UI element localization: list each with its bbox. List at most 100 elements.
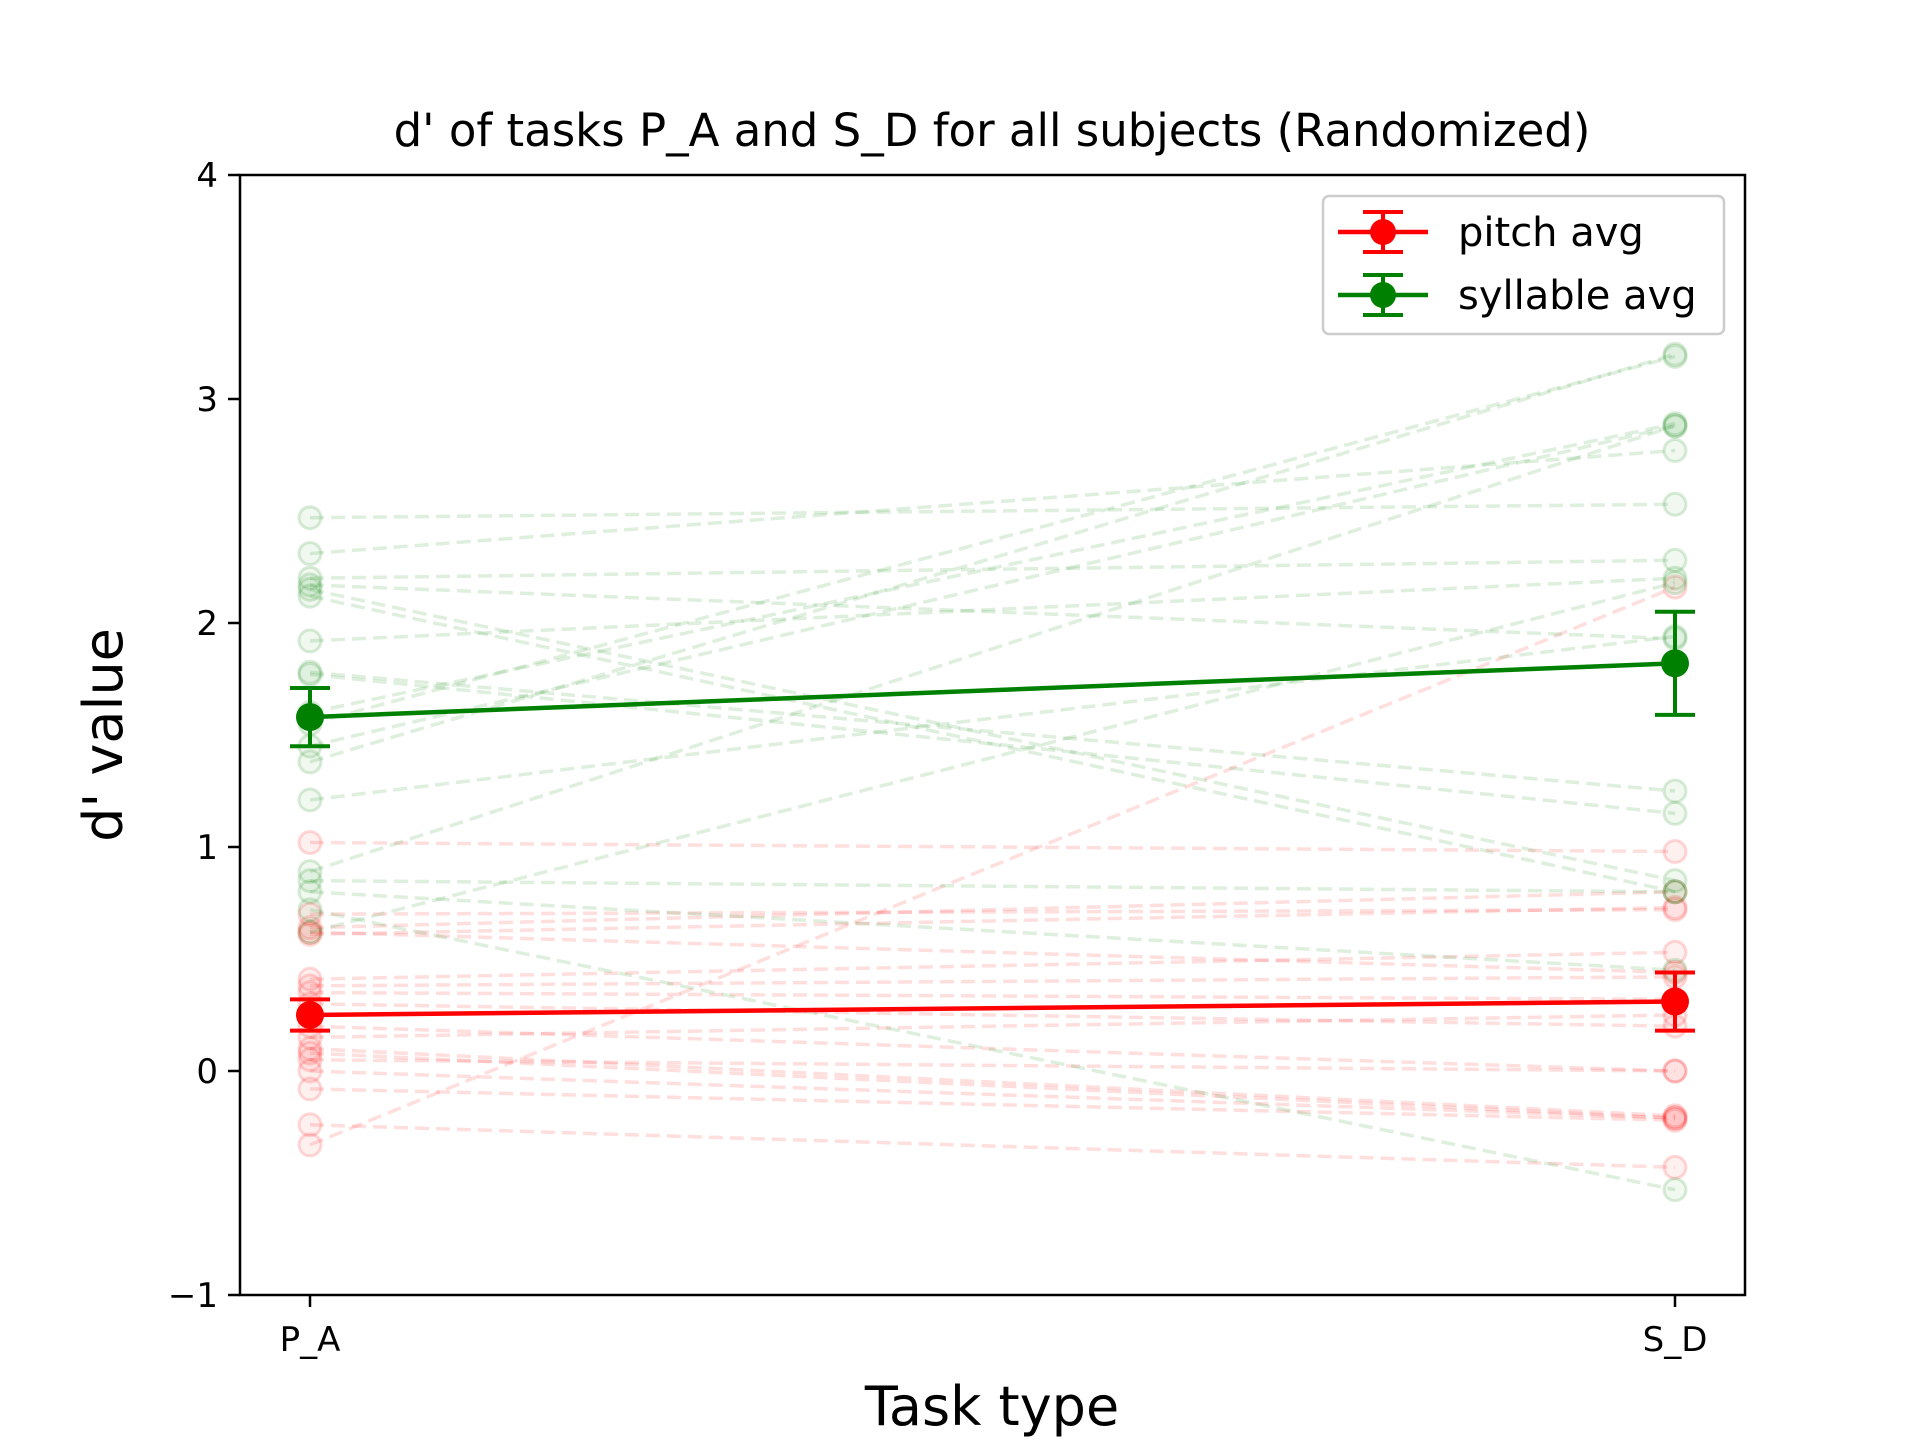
syllable-subject-line (309, 421, 1676, 715)
pitch-subject-line (309, 1046, 1676, 1118)
pitch-subject-point (297, 1058, 323, 1084)
syllable-subject-point (297, 879, 323, 905)
syllable-subject-point (297, 572, 323, 598)
syllable-subject-point (1662, 800, 1688, 826)
syllable-subject-point (297, 749, 323, 775)
pitch-subject-point (1662, 1105, 1688, 1131)
syllable-subject-point (1662, 1177, 1688, 1203)
syllable-avg-line (309, 661, 1676, 720)
pitch-subject-point (297, 901, 323, 927)
syllable-subject-point (1662, 413, 1688, 439)
pitch-subject-line (309, 1002, 1676, 1028)
pitch-subject-line (309, 1013, 1676, 1040)
pitch-subject-point (297, 1112, 323, 1138)
pitch-subject-point (1662, 939, 1688, 965)
syllable-subject-point (1662, 879, 1688, 905)
pitch-subject-line (309, 585, 1676, 1147)
syllable-subject-point (1662, 547, 1688, 573)
pitch-subject-line (309, 1051, 1676, 1120)
plot-frame (238, 173, 1747, 1297)
syllable-subject-point (1662, 438, 1688, 464)
syllable-subject-point (297, 897, 323, 923)
syllable-subject-line (309, 558, 1676, 580)
syllable-subject-line (309, 670, 1676, 793)
syllable-subject-point (297, 662, 323, 688)
pitch-subject-point (297, 1132, 323, 1158)
pitch-subject-line (309, 1087, 1676, 1123)
x-axis-label: Task type (864, 1375, 1119, 1438)
syllable-subject-line (309, 634, 1676, 802)
pitch-subject-point (297, 1047, 323, 1073)
pitch-subject-point (297, 921, 323, 947)
pitch-subject-point (297, 915, 323, 941)
pitch-subject-line (309, 930, 1676, 975)
pitch-subject-point (297, 973, 323, 999)
pitch-avg-point (1661, 987, 1689, 1016)
y-tick-label: 3 (196, 380, 218, 420)
syllable-subject-line (309, 352, 1676, 764)
pitch-subject-line (309, 1024, 1676, 1073)
syllable-subject-point (297, 565, 323, 591)
pitch-subject-point (1662, 894, 1688, 920)
syllable-subject-line (309, 424, 1676, 874)
syllable-subject-point (1662, 570, 1688, 596)
syllable-subject-line (309, 502, 1676, 520)
pitch-subject-point (297, 966, 323, 992)
syllable-subject-line (309, 354, 1676, 726)
legend-pitch-marker (1370, 219, 1396, 245)
pitch-subject-line (309, 907, 1676, 916)
pitch-subject-line (309, 990, 1676, 1002)
y-tick-label: 2 (196, 604, 218, 644)
x-tick-label: S_D (1643, 1320, 1708, 1360)
legend-entry-pitch: pitch avg (1338, 210, 1644, 256)
syllable-subject-line (309, 908, 1676, 1192)
y-axis-label: d' value (72, 628, 135, 842)
pitch-subject-line (309, 890, 1676, 930)
syllable-subject-line (309, 580, 1676, 934)
syllable-subject-point (1662, 868, 1688, 894)
legend: pitch avg syllable avg (1321, 194, 1726, 336)
pitch-subject-point (1662, 897, 1688, 923)
pitch-subject-point (297, 1076, 323, 1102)
syllable-subject-line (309, 448, 1676, 556)
y-axis-ticks: −1 0 1 2 3 4 (168, 156, 240, 1316)
syllable-subject-point (297, 868, 323, 894)
syllable-subject-point (297, 787, 323, 813)
syllable-subject-point (297, 859, 323, 885)
pitch-avg-line (309, 999, 1676, 1018)
pitch-subject-point (1662, 1107, 1688, 1133)
syllable-subject-point (1662, 341, 1688, 367)
pitch-subject-point (297, 830, 323, 856)
syllable-avg-point (1661, 649, 1689, 678)
syllable-avg-point (296, 703, 324, 732)
syllable-subject-line (309, 594, 1676, 894)
pitch-subject-line (309, 950, 1676, 981)
syllable-subject-point (297, 628, 323, 654)
syllable-subject-point (297, 505, 323, 531)
pitch-subject-line (309, 1069, 1676, 1120)
pitch-avg-point (296, 1001, 324, 1029)
syllable-subject-point (1662, 343, 1688, 369)
y-tick-label: 1 (196, 828, 218, 868)
y-tick-label: 4 (196, 156, 218, 196)
y-tick-label: 0 (196, 1052, 218, 1092)
syllable-subject-line (309, 890, 1676, 972)
syllable-subject-point (1662, 491, 1688, 517)
chart-title: d' of tasks P_A and S_D for all subjects… (394, 104, 1591, 157)
pitch-subject-line (309, 905, 1676, 937)
x-tick-label: P_A (280, 1320, 341, 1360)
syllable-subject-line (309, 424, 1676, 748)
syllable-subject-line (309, 878, 1676, 894)
legend-syllable-marker (1370, 282, 1396, 308)
syllable-subject-point (297, 919, 323, 945)
legend-syllable-label: syllable avg (1458, 273, 1697, 319)
syllable-subject-line (309, 576, 1676, 643)
pitch-subject-point (1662, 1103, 1688, 1129)
syllable-subject-point (1662, 413, 1688, 439)
syllable-subject-line (309, 672, 1676, 816)
pitch-subject-point (1662, 1154, 1688, 1180)
legend-pitch-label: pitch avg (1458, 210, 1644, 256)
pitch-subject-line (309, 840, 1676, 854)
subject-lines (297, 341, 1688, 1203)
